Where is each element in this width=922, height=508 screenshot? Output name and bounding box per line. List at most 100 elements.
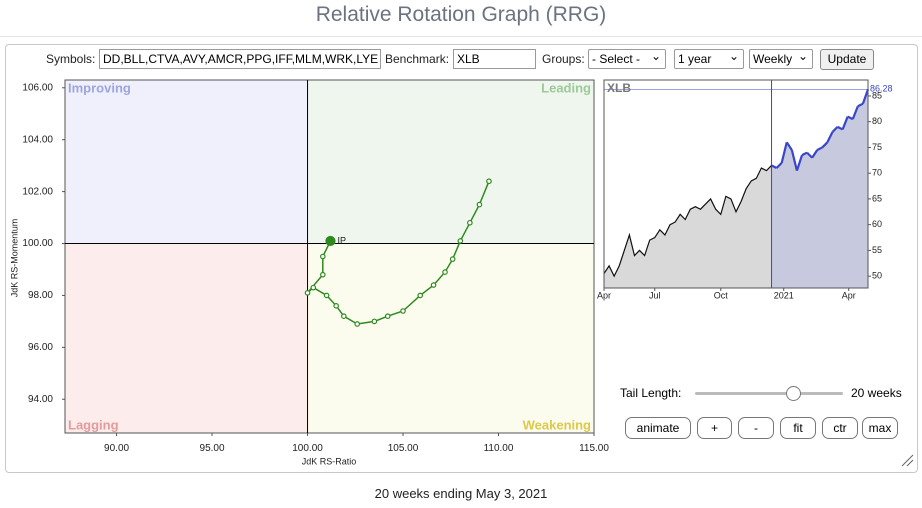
zoom-in-button[interactable]: + bbox=[697, 417, 732, 439]
tail-point bbox=[430, 282, 437, 288]
y-tick-label: 94.00 bbox=[28, 394, 53, 405]
y-tick-label: 104.00 bbox=[22, 134, 53, 145]
tail-point bbox=[304, 290, 311, 296]
period-select[interactable]: 1 year bbox=[674, 47, 744, 69]
price-tail-segment bbox=[780, 142, 788, 164]
y-tick-label: 102.00 bbox=[22, 186, 53, 197]
max-button[interactable]: max bbox=[862, 417, 898, 439]
price-tail-segment bbox=[861, 89, 870, 105]
frequency-select[interactable]: Weekly bbox=[749, 47, 813, 69]
y-tick-label: 55 bbox=[872, 245, 882, 255]
x-tick-label: 90.00 bbox=[104, 443, 129, 454]
y-tick-label: 65 bbox=[872, 193, 882, 203]
y-tick-label: 80 bbox=[872, 116, 882, 126]
tail-point bbox=[354, 321, 360, 327]
quadrant bbox=[65, 80, 308, 244]
tail-point bbox=[457, 238, 464, 244]
tail-value: 20 weeks bbox=[851, 386, 902, 400]
tail-point bbox=[310, 284, 317, 291]
y-tick-label: 100.00 bbox=[22, 238, 53, 249]
y-axis-label: JdK RS-Momentum bbox=[9, 219, 19, 298]
update-button[interactable]: Update bbox=[820, 49, 874, 70]
x-tick-label: Jul bbox=[649, 290, 661, 300]
x-tick-label: Apr bbox=[842, 290, 856, 300]
tail-area bbox=[771, 89, 868, 288]
groups-label: Groups: bbox=[542, 52, 585, 66]
y-tick-label: 106.00 bbox=[22, 82, 53, 93]
tail-label: Tail Length: bbox=[620, 386, 682, 400]
tail-point bbox=[320, 253, 326, 260]
footer-caption: 20 weeks ending May 3, 2021 bbox=[374, 486, 548, 501]
series-label: IP bbox=[337, 235, 346, 245]
tail-point bbox=[417, 292, 424, 299]
price-tail-segment bbox=[771, 164, 778, 170]
price-tail-segment bbox=[801, 151, 808, 157]
plot-frame bbox=[64, 79, 595, 434]
x-tick-label: Apr bbox=[597, 290, 611, 300]
plot-frame bbox=[603, 79, 869, 289]
x-axis-label: JdK RS-Ratio bbox=[302, 456, 357, 466]
y-tick-label: 50 bbox=[872, 271, 882, 281]
tail-point bbox=[320, 271, 326, 278]
y-tick-label: 60 bbox=[872, 219, 882, 229]
price-tail-segment bbox=[816, 146, 823, 152]
tail-point bbox=[333, 303, 339, 309]
quadrant bbox=[65, 243, 308, 433]
symbols-input[interactable]: DD,BLL,CTVA,AVY,AMCR,PPG,IFF,MLM,WRK,LYE bbox=[99, 49, 381, 69]
divider bbox=[0, 36, 922, 37]
tail-point bbox=[400, 308, 406, 314]
period-value: 1 year bbox=[678, 52, 712, 66]
x-tick-label: 100.00 bbox=[292, 443, 323, 454]
price-tail-segment bbox=[831, 126, 839, 133]
animate-button[interactable]: animate bbox=[625, 417, 691, 439]
y-tick-label: 98.00 bbox=[28, 290, 53, 301]
fit-button[interactable]: fit bbox=[780, 417, 816, 439]
price-tail-segment bbox=[811, 149, 819, 159]
groups-select[interactable]: - Select - bbox=[588, 47, 666, 69]
price-tail-segment bbox=[790, 149, 798, 171]
price-tail-segment bbox=[785, 141, 793, 151]
x-tick-label: 105.00 bbox=[388, 443, 419, 454]
tail-point bbox=[323, 292, 330, 299]
tail-slider[interactable] bbox=[695, 392, 843, 395]
price-tail-segment bbox=[795, 154, 804, 171]
tail-point bbox=[486, 178, 492, 185]
tail-point bbox=[384, 313, 391, 319]
benchmark-input[interactable]: XLB bbox=[453, 49, 536, 69]
quadrant bbox=[307, 243, 594, 433]
last-value-label: 86.28 bbox=[870, 84, 893, 94]
groups-value: - Select - bbox=[592, 52, 641, 66]
price-line bbox=[603, 165, 772, 278]
quadrant-label: Weakening bbox=[523, 417, 591, 432]
x-tick-label: Oct bbox=[714, 290, 729, 300]
tail-head bbox=[325, 235, 336, 247]
price-tail-segment bbox=[851, 105, 859, 120]
page-title: Relative Rotation Graph (RRG) bbox=[315, 3, 607, 26]
y-tick-label: 85 bbox=[872, 90, 882, 100]
x-tick-label: 2021 bbox=[774, 290, 794, 300]
quadrant bbox=[307, 80, 594, 244]
tail-point bbox=[476, 201, 483, 208]
x-tick-label: 110.00 bbox=[484, 443, 514, 454]
center-button[interactable]: ctr bbox=[822, 417, 858, 439]
quadrant-label: Improving bbox=[68, 80, 131, 95]
y-tick-label: 75 bbox=[872, 142, 882, 152]
slider-thumb[interactable] bbox=[786, 386, 801, 401]
rrg-panel bbox=[5, 44, 918, 473]
price-tail-segment bbox=[806, 151, 813, 159]
quadrant-label: Lagging bbox=[68, 417, 119, 432]
x-tick-label: 95.00 bbox=[200, 443, 225, 454]
tail-point bbox=[341, 313, 347, 319]
y-tick-label: 70 bbox=[872, 168, 882, 178]
price-tail-segment bbox=[821, 141, 829, 149]
zoom-out-button[interactable]: - bbox=[738, 417, 774, 439]
resize-handle bbox=[901, 454, 914, 467]
benchmark-label: Benchmark: bbox=[385, 52, 450, 66]
tail-point bbox=[371, 318, 378, 325]
y-tick-label: 96.00 bbox=[28, 342, 53, 353]
symbols-label: Symbols: bbox=[46, 52, 96, 66]
frequency-value: Weekly bbox=[753, 52, 793, 66]
tail-point bbox=[467, 219, 473, 226]
